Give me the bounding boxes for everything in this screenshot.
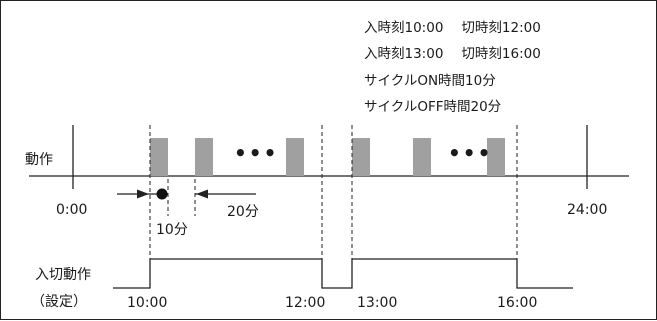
pulse-5 [413,138,431,176]
note-line-3: サイクルON時間10分 [364,73,496,89]
pulse-2 [195,138,213,176]
note-off-time-1: 切時刻12:00 [461,20,541,36]
pulse-4 [352,138,370,176]
off-arrowhead [196,189,208,199]
on-marker-dot [156,188,168,200]
note-line-1: 入時刻10:00 切時刻12:00 [364,20,541,36]
note-on-time-2: 入時刻13:00 [364,46,444,62]
cycle-off-label: 20分 [227,204,259,220]
setting-label: （設定） [31,294,87,310]
onoff-waveform [113,258,573,289]
note-off-time-2: 切時刻16:00 [461,46,541,62]
end-time-label: 24:00 [567,202,608,218]
time-label-1300: 13:00 [357,295,398,311]
pulse-1 [150,138,168,176]
note-cycle-off: サイクルOFF時間20分 [364,99,502,115]
onoff-label: 入切動作 [35,267,91,283]
ellipsis-1: ••• [234,141,279,165]
operation-label: 動作 [25,152,53,168]
pulse-3 [286,138,304,176]
time-label-1200: 12:00 [285,295,326,311]
start-time-label: 0:00 [56,202,88,218]
note-cycle-on: サイクルON時間10分 [364,73,496,89]
time-label-1000: 10:00 [127,295,168,311]
ellipsis-2: ••• [448,141,493,165]
time-label-1600: 16:00 [497,295,538,311]
pulse-6 [487,138,505,176]
cycle-on-label: 10分 [156,222,188,238]
note-on-time-1: 入時刻10:00 [364,20,444,36]
note-line-4: サイクルOFF時間20分 [364,99,502,115]
note-line-2: 入時刻13:00 切時刻16:00 [364,46,541,62]
on-arrowhead [137,189,149,199]
